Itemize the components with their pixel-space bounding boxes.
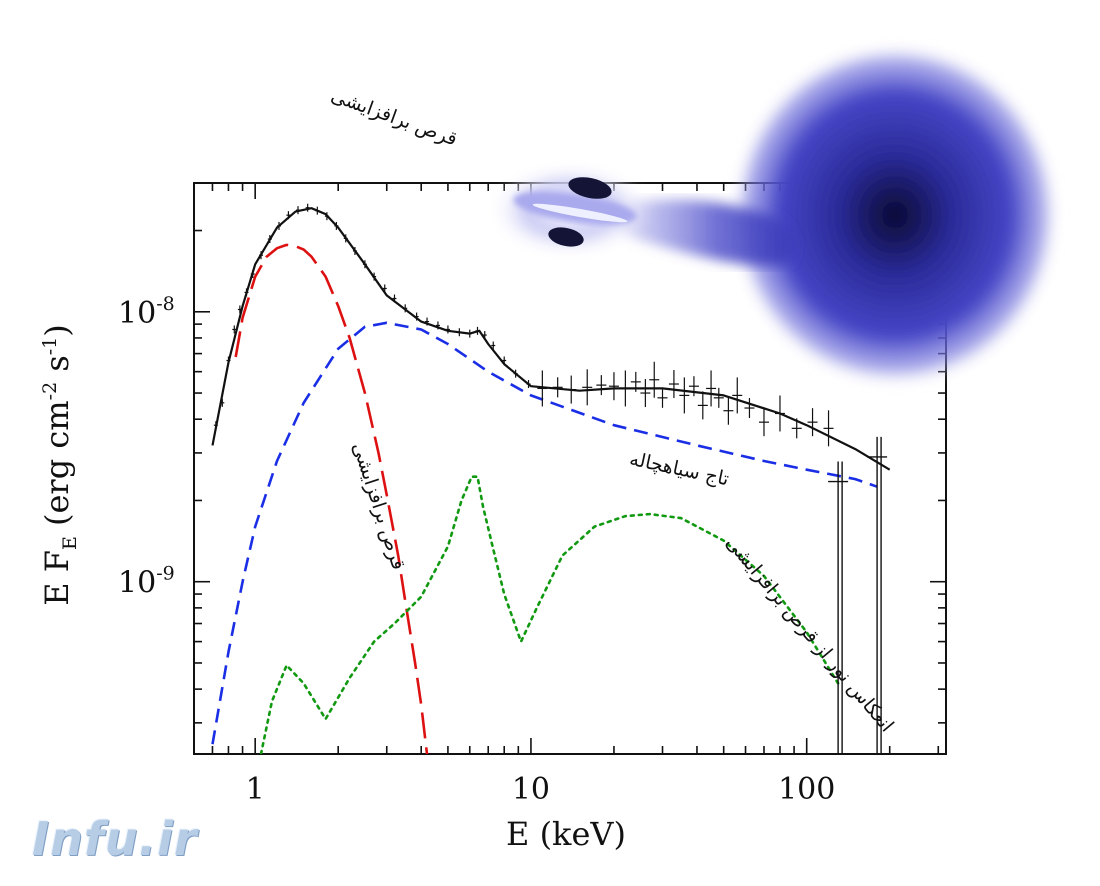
data-point — [226, 356, 231, 365]
curve-disk — [234, 243, 429, 754]
y-axis-mid: s — [38, 355, 76, 382]
data-point — [688, 376, 699, 397]
x-tick-label: 1 — [246, 772, 265, 807]
annotation-corona: تاج سیاهچاله — [628, 448, 731, 490]
data-point — [286, 211, 291, 220]
data-point — [276, 221, 281, 230]
data-point — [305, 203, 310, 212]
data-point — [657, 387, 668, 408]
y-tick-base: 10 — [118, 566, 156, 601]
y-axis-units: (erg cm — [38, 400, 76, 536]
y-axis-exp1: -2 — [39, 382, 61, 401]
y-tick-label: 10-8 — [118, 293, 175, 331]
data-point — [445, 325, 450, 334]
y-tick-label: 10-9 — [118, 563, 175, 601]
data-point — [723, 396, 734, 425]
y-axis-main: E F — [38, 550, 76, 606]
upper-limit — [867, 436, 888, 754]
data-point — [315, 206, 320, 215]
watermark-logo: Infu.ir — [32, 812, 198, 866]
x-tick-label: 10 — [512, 772, 550, 807]
data-point — [640, 379, 651, 408]
disk-lower-dark — [548, 227, 584, 247]
data-point — [362, 260, 367, 269]
y-tick-base: 10 — [118, 296, 156, 331]
data-point — [608, 372, 619, 401]
data-point — [513, 369, 518, 378]
data-point — [552, 377, 563, 398]
y-tick-exponent: -9 — [156, 563, 175, 585]
data-point — [414, 312, 419, 321]
x-tick-label: 100 — [778, 772, 835, 807]
data-point — [259, 251, 264, 260]
data-point — [267, 235, 272, 244]
data-point — [668, 370, 679, 399]
data-point — [537, 370, 548, 407]
disk-upper-dark — [568, 177, 612, 199]
y-tick-exponent: -8 — [156, 293, 175, 315]
mass-stream — [605, 199, 794, 266]
data-point — [244, 288, 249, 297]
y-axis-close: ) — [38, 324, 76, 336]
data-point — [343, 234, 348, 243]
data-point — [706, 370, 717, 407]
upper-limit-markers — [828, 436, 888, 754]
data-point — [425, 317, 430, 326]
data-point — [324, 212, 329, 221]
data-point — [502, 356, 507, 365]
data-point — [823, 410, 834, 447]
y-axis-exp2: -1 — [39, 337, 61, 356]
data-point — [237, 305, 242, 314]
data-point — [334, 221, 339, 230]
data-point — [220, 398, 225, 407]
data-point — [582, 369, 593, 406]
data-point — [352, 246, 357, 255]
data-point — [475, 326, 480, 335]
y-axis-label: E FE (erg cm-2 s-1) — [38, 324, 81, 606]
data-point — [566, 375, 577, 404]
data-point — [649, 361, 660, 398]
data-point — [482, 331, 487, 340]
annotation-reflection: انعکاس نور از قرص برافزایشی — [721, 532, 898, 737]
data-point — [630, 371, 641, 392]
data-point — [403, 304, 408, 313]
data-point — [296, 206, 301, 215]
data-point — [250, 270, 255, 279]
binary-system-illustration — [490, 43, 1060, 387]
x-axis-label: E (keV) — [506, 815, 626, 853]
data-point — [491, 341, 496, 350]
data-point — [467, 329, 472, 338]
data-point — [774, 395, 785, 432]
data-point — [713, 387, 724, 408]
data-point — [457, 328, 462, 337]
data-point — [435, 321, 440, 330]
data-point — [732, 377, 743, 414]
data-point — [526, 380, 531, 389]
data-point — [807, 408, 818, 437]
data-point — [232, 325, 237, 334]
data-point — [697, 391, 708, 420]
upper-limit — [828, 461, 849, 754]
data-point — [372, 272, 377, 281]
data-point — [213, 421, 218, 430]
data-point — [382, 284, 387, 293]
disk-midplane — [532, 203, 628, 223]
data-point — [392, 294, 397, 303]
curve-corona — [211, 321, 878, 745]
annotation-disk-top: قرص برافزایشی — [328, 84, 460, 150]
data-point — [791, 418, 802, 439]
data-point — [596, 375, 607, 396]
y-axis-sub: E — [59, 536, 81, 550]
companion-star — [730, 43, 1060, 387]
data-point — [679, 377, 690, 414]
curve-reflection — [259, 475, 840, 754]
data-points — [213, 203, 834, 447]
data-point — [620, 370, 631, 407]
data-point — [744, 398, 755, 419]
data-point — [758, 408, 769, 437]
